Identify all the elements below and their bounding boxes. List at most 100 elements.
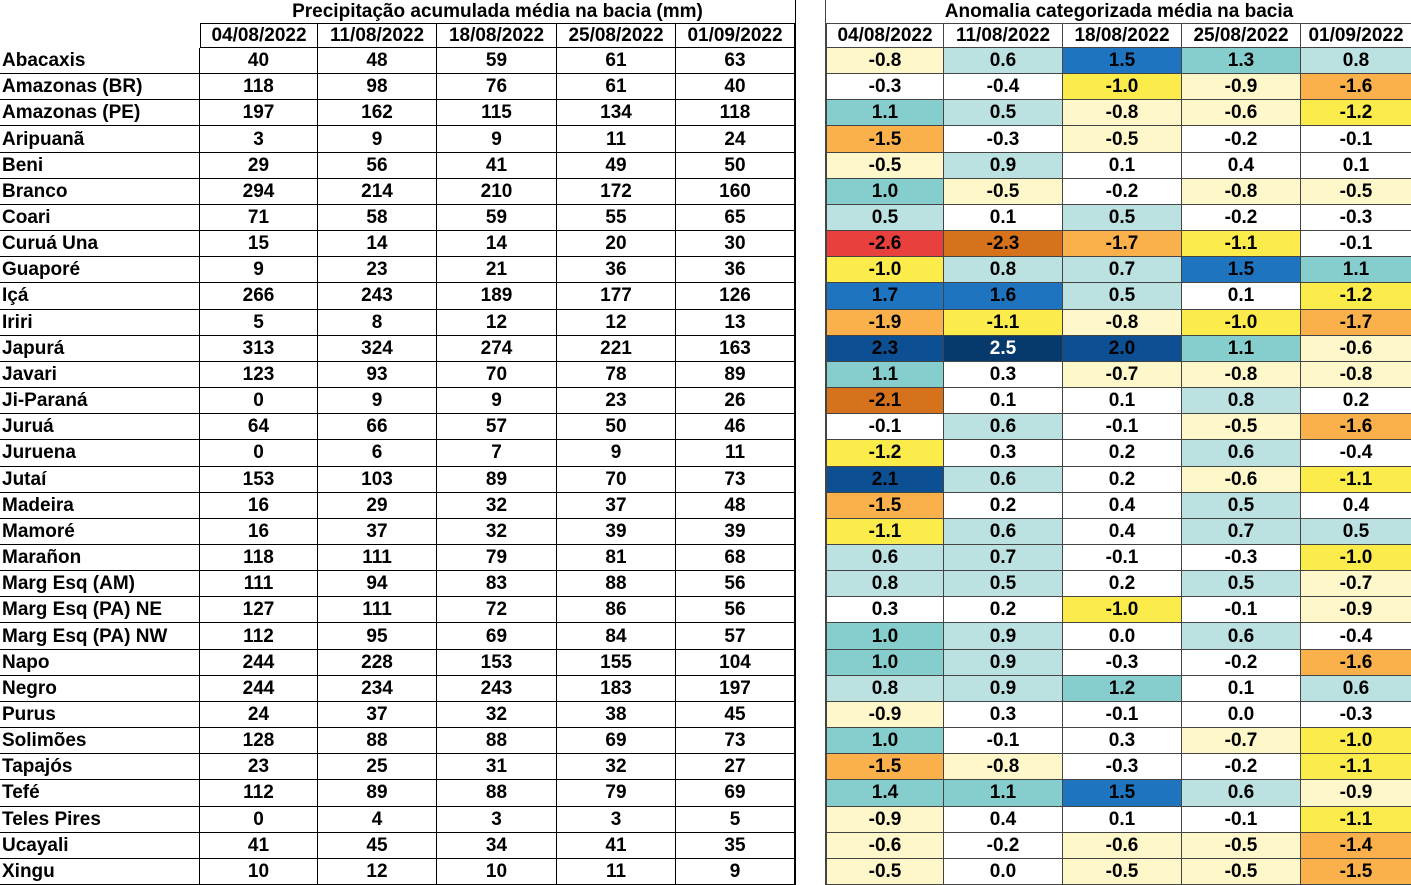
anomaly-cell: 0.6 bbox=[1182, 623, 1301, 650]
basin-name: Marañon bbox=[0, 544, 200, 572]
precip-cell: 294 bbox=[200, 178, 318, 205]
precip-cell: 57 bbox=[676, 623, 795, 650]
precip-cell: 118 bbox=[676, 100, 795, 127]
anomaly-cell: -1.0 bbox=[1301, 544, 1411, 572]
anomaly-cell: -0.5 bbox=[1182, 858, 1301, 885]
anomaly-cell: 0.5 bbox=[944, 571, 1063, 598]
precip-cell: 14 bbox=[437, 231, 557, 258]
precip-cell: 37 bbox=[557, 492, 676, 519]
basin-name: Içá bbox=[0, 283, 200, 310]
precip-cell: 153 bbox=[200, 466, 318, 493]
precip-cell: 24 bbox=[676, 126, 795, 153]
anomaly-cell: 1.1 bbox=[1182, 335, 1301, 362]
precip-cell: 56 bbox=[676, 571, 795, 598]
anomaly-cell: 0.8 bbox=[826, 571, 944, 598]
anomaly-cell: -1.7 bbox=[1063, 231, 1182, 258]
precip-cell: 12 bbox=[437, 309, 557, 336]
precip-cell: 221 bbox=[557, 335, 676, 362]
anomaly-cell: -0.9 bbox=[1182, 74, 1301, 101]
basin-name: Jutaí bbox=[0, 466, 200, 493]
precip-cell: 9 bbox=[318, 388, 437, 415]
anomaly-cell: 0.9 bbox=[944, 649, 1063, 676]
precip-cell: 313 bbox=[200, 335, 318, 362]
precip-date-header: 25/08/2022 bbox=[557, 24, 676, 48]
precip-cell: 68 bbox=[676, 544, 795, 572]
precip-cell: 69 bbox=[557, 728, 676, 755]
precip-cell: 71 bbox=[200, 204, 318, 232]
anomaly-cell: -0.8 bbox=[1182, 178, 1301, 205]
precip-cell: 5 bbox=[200, 309, 318, 336]
precip-cell: 24 bbox=[200, 701, 318, 729]
anomaly-cell: 0.1 bbox=[1063, 388, 1182, 415]
anomaly-cell: -1.9 bbox=[826, 309, 944, 336]
precip-cell: 89 bbox=[437, 466, 557, 493]
anomaly-cell: 0.2 bbox=[1301, 388, 1411, 415]
precip-cell: 123 bbox=[200, 361, 318, 389]
precip-cell: 32 bbox=[437, 518, 557, 545]
precip-cell: 41 bbox=[200, 832, 318, 859]
column-gap bbox=[795, 0, 826, 885]
precip-cell: 9 bbox=[676, 858, 795, 885]
precip-date-header: 11/08/2022 bbox=[318, 24, 437, 48]
precip-cell: 103 bbox=[318, 466, 437, 493]
precip-cell: 23 bbox=[557, 388, 676, 415]
precip-cell: 25 bbox=[318, 754, 437, 781]
precip-cell: 56 bbox=[318, 152, 437, 179]
precip-cell: 20 bbox=[557, 231, 676, 258]
precip-cell: 40 bbox=[200, 48, 318, 75]
precip-cell: 274 bbox=[437, 335, 557, 362]
precip-cell: 39 bbox=[676, 518, 795, 545]
anomaly-cell: -0.9 bbox=[1301, 780, 1411, 807]
anomaly-cell: -0.5 bbox=[1182, 414, 1301, 441]
anomaly-cell: -0.2 bbox=[1182, 204, 1301, 232]
anomaly-cell: -1.1 bbox=[1301, 754, 1411, 781]
anomaly-cell: -0.2 bbox=[1182, 126, 1301, 153]
basin-name: Teles Pires bbox=[0, 806, 200, 833]
precip-cell: 88 bbox=[437, 780, 557, 807]
anomaly-cell: 0.5 bbox=[1063, 283, 1182, 310]
anomaly-cell: -0.4 bbox=[944, 74, 1063, 101]
anomaly-cell: -0.3 bbox=[944, 126, 1063, 153]
basin-name: Marg Esq (PA) NW bbox=[0, 623, 200, 650]
precip-cell: 21 bbox=[437, 257, 557, 284]
anomaly-cell: -0.2 bbox=[1063, 178, 1182, 205]
basin-name: Tapajós bbox=[0, 754, 200, 781]
anomaly-cell: -0.5 bbox=[1182, 832, 1301, 859]
precip-cell: 177 bbox=[557, 283, 676, 310]
precip-cell: 243 bbox=[318, 283, 437, 310]
precip-cell: 8 bbox=[318, 309, 437, 336]
basin-name: Iriri bbox=[0, 309, 200, 336]
anomaly-date-header: 25/08/2022 bbox=[1182, 24, 1301, 48]
anomaly-cell: -1.1 bbox=[1182, 231, 1301, 258]
anomaly-cell: -0.3 bbox=[1182, 544, 1301, 572]
anomaly-cell: -1.1 bbox=[944, 309, 1063, 336]
precip-cell: 0 bbox=[200, 388, 318, 415]
anomaly-cell: -1.6 bbox=[1301, 649, 1411, 676]
precip-cell: 183 bbox=[557, 675, 676, 702]
anomaly-cell: -1.1 bbox=[1301, 806, 1411, 833]
precip-cell: 10 bbox=[200, 858, 318, 885]
basin-name: Amazonas (PE) bbox=[0, 100, 200, 127]
anomaly-cell: -1.0 bbox=[1301, 728, 1411, 755]
basin-name: Marg Esq (AM) bbox=[0, 571, 200, 598]
anomaly-cell: 0.2 bbox=[1063, 466, 1182, 493]
precip-cell: 30 bbox=[676, 231, 795, 258]
precip-cell: 118 bbox=[200, 74, 318, 101]
precip-cell: 93 bbox=[318, 361, 437, 389]
precip-cell: 160 bbox=[676, 178, 795, 205]
basin-name: Ji-Paraná bbox=[0, 388, 200, 415]
precip-cell: 50 bbox=[557, 414, 676, 441]
anomaly-cell: 1.6 bbox=[944, 283, 1063, 310]
anomaly-cell: -0.6 bbox=[1182, 100, 1301, 127]
anomaly-cell: 0.3 bbox=[944, 701, 1063, 729]
anomaly-cell: -0.5 bbox=[826, 152, 944, 179]
anomaly-cell: -0.8 bbox=[1063, 100, 1182, 127]
precip-cell: 88 bbox=[437, 728, 557, 755]
precip-cell: 98 bbox=[318, 74, 437, 101]
precip-cell: 41 bbox=[557, 832, 676, 859]
precip-cell: 55 bbox=[557, 204, 676, 232]
anomaly-cell: -0.6 bbox=[826, 832, 944, 859]
precip-cell: 94 bbox=[318, 571, 437, 598]
anomaly-cell: -0.3 bbox=[1063, 649, 1182, 676]
precip-cell: 5 bbox=[676, 806, 795, 833]
